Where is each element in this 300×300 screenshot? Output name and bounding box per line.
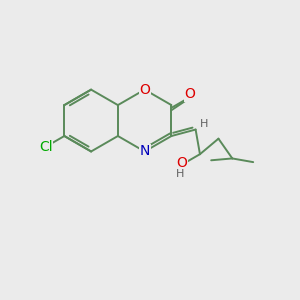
Text: H: H (176, 169, 184, 179)
Text: O: O (139, 82, 150, 97)
Text: O: O (184, 88, 195, 101)
Text: H: H (200, 118, 208, 129)
Text: O: O (176, 156, 187, 170)
Text: N: N (140, 145, 150, 158)
Text: Cl: Cl (39, 140, 53, 154)
